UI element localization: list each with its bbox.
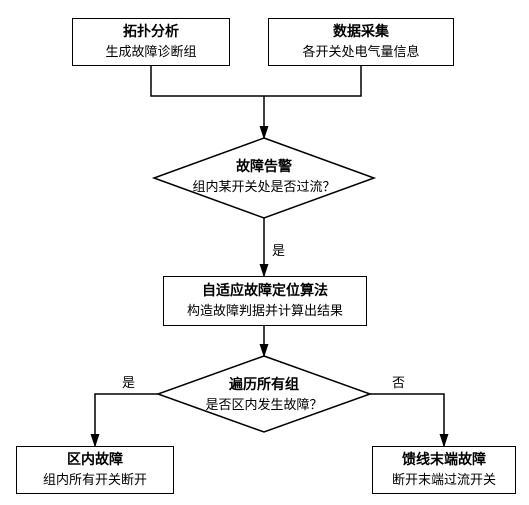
- node-title: 区内故障: [67, 451, 123, 471]
- node-alarm: 故障告警 组内某开关处是否过流？: [164, 158, 364, 196]
- node-sub: 生成故障诊断组: [105, 43, 196, 61]
- node-title: 数据采集: [333, 23, 389, 43]
- flowchart-edges: [0, 0, 529, 505]
- edge-label-alarm-yes: 是: [272, 240, 285, 259]
- node-sub: 组内某开关处是否过流？: [164, 178, 364, 196]
- node-feeder-fault: 馈线末端故障 断开末端过流开关: [372, 446, 516, 494]
- node-sub: 是否区内发生故障？: [164, 396, 364, 414]
- node-sub: 各开关处电气量信息: [302, 43, 419, 61]
- node-algo: 自适应故障定位算法 构造故障判据并计算出结果: [163, 276, 367, 326]
- edge-label-traverse-yes: 是: [122, 372, 135, 391]
- node-title: 馈线末端故障: [402, 451, 486, 471]
- node-sub: 构造故障判据并计算出结果: [187, 302, 343, 320]
- node-title: 故障告警: [164, 158, 364, 178]
- node-internal-fault: 区内故障 组内所有开关断开: [16, 446, 174, 494]
- node-title: 拓扑分析: [123, 23, 179, 43]
- node-datacollect: 数据采集 各开关处电气量信息: [268, 18, 454, 66]
- node-sub: 断开末端过流开关: [392, 471, 496, 489]
- node-traverse: 遍历所有组 是否区内发生故障？: [164, 376, 364, 414]
- node-topology: 拓扑分析 生成故障诊断组: [72, 18, 230, 66]
- node-sub: 组内所有开关断开: [43, 471, 147, 489]
- node-title: 自适应故障定位算法: [202, 282, 328, 302]
- node-title: 遍历所有组: [164, 376, 364, 396]
- edge-label-traverse-no: 否: [392, 372, 405, 391]
